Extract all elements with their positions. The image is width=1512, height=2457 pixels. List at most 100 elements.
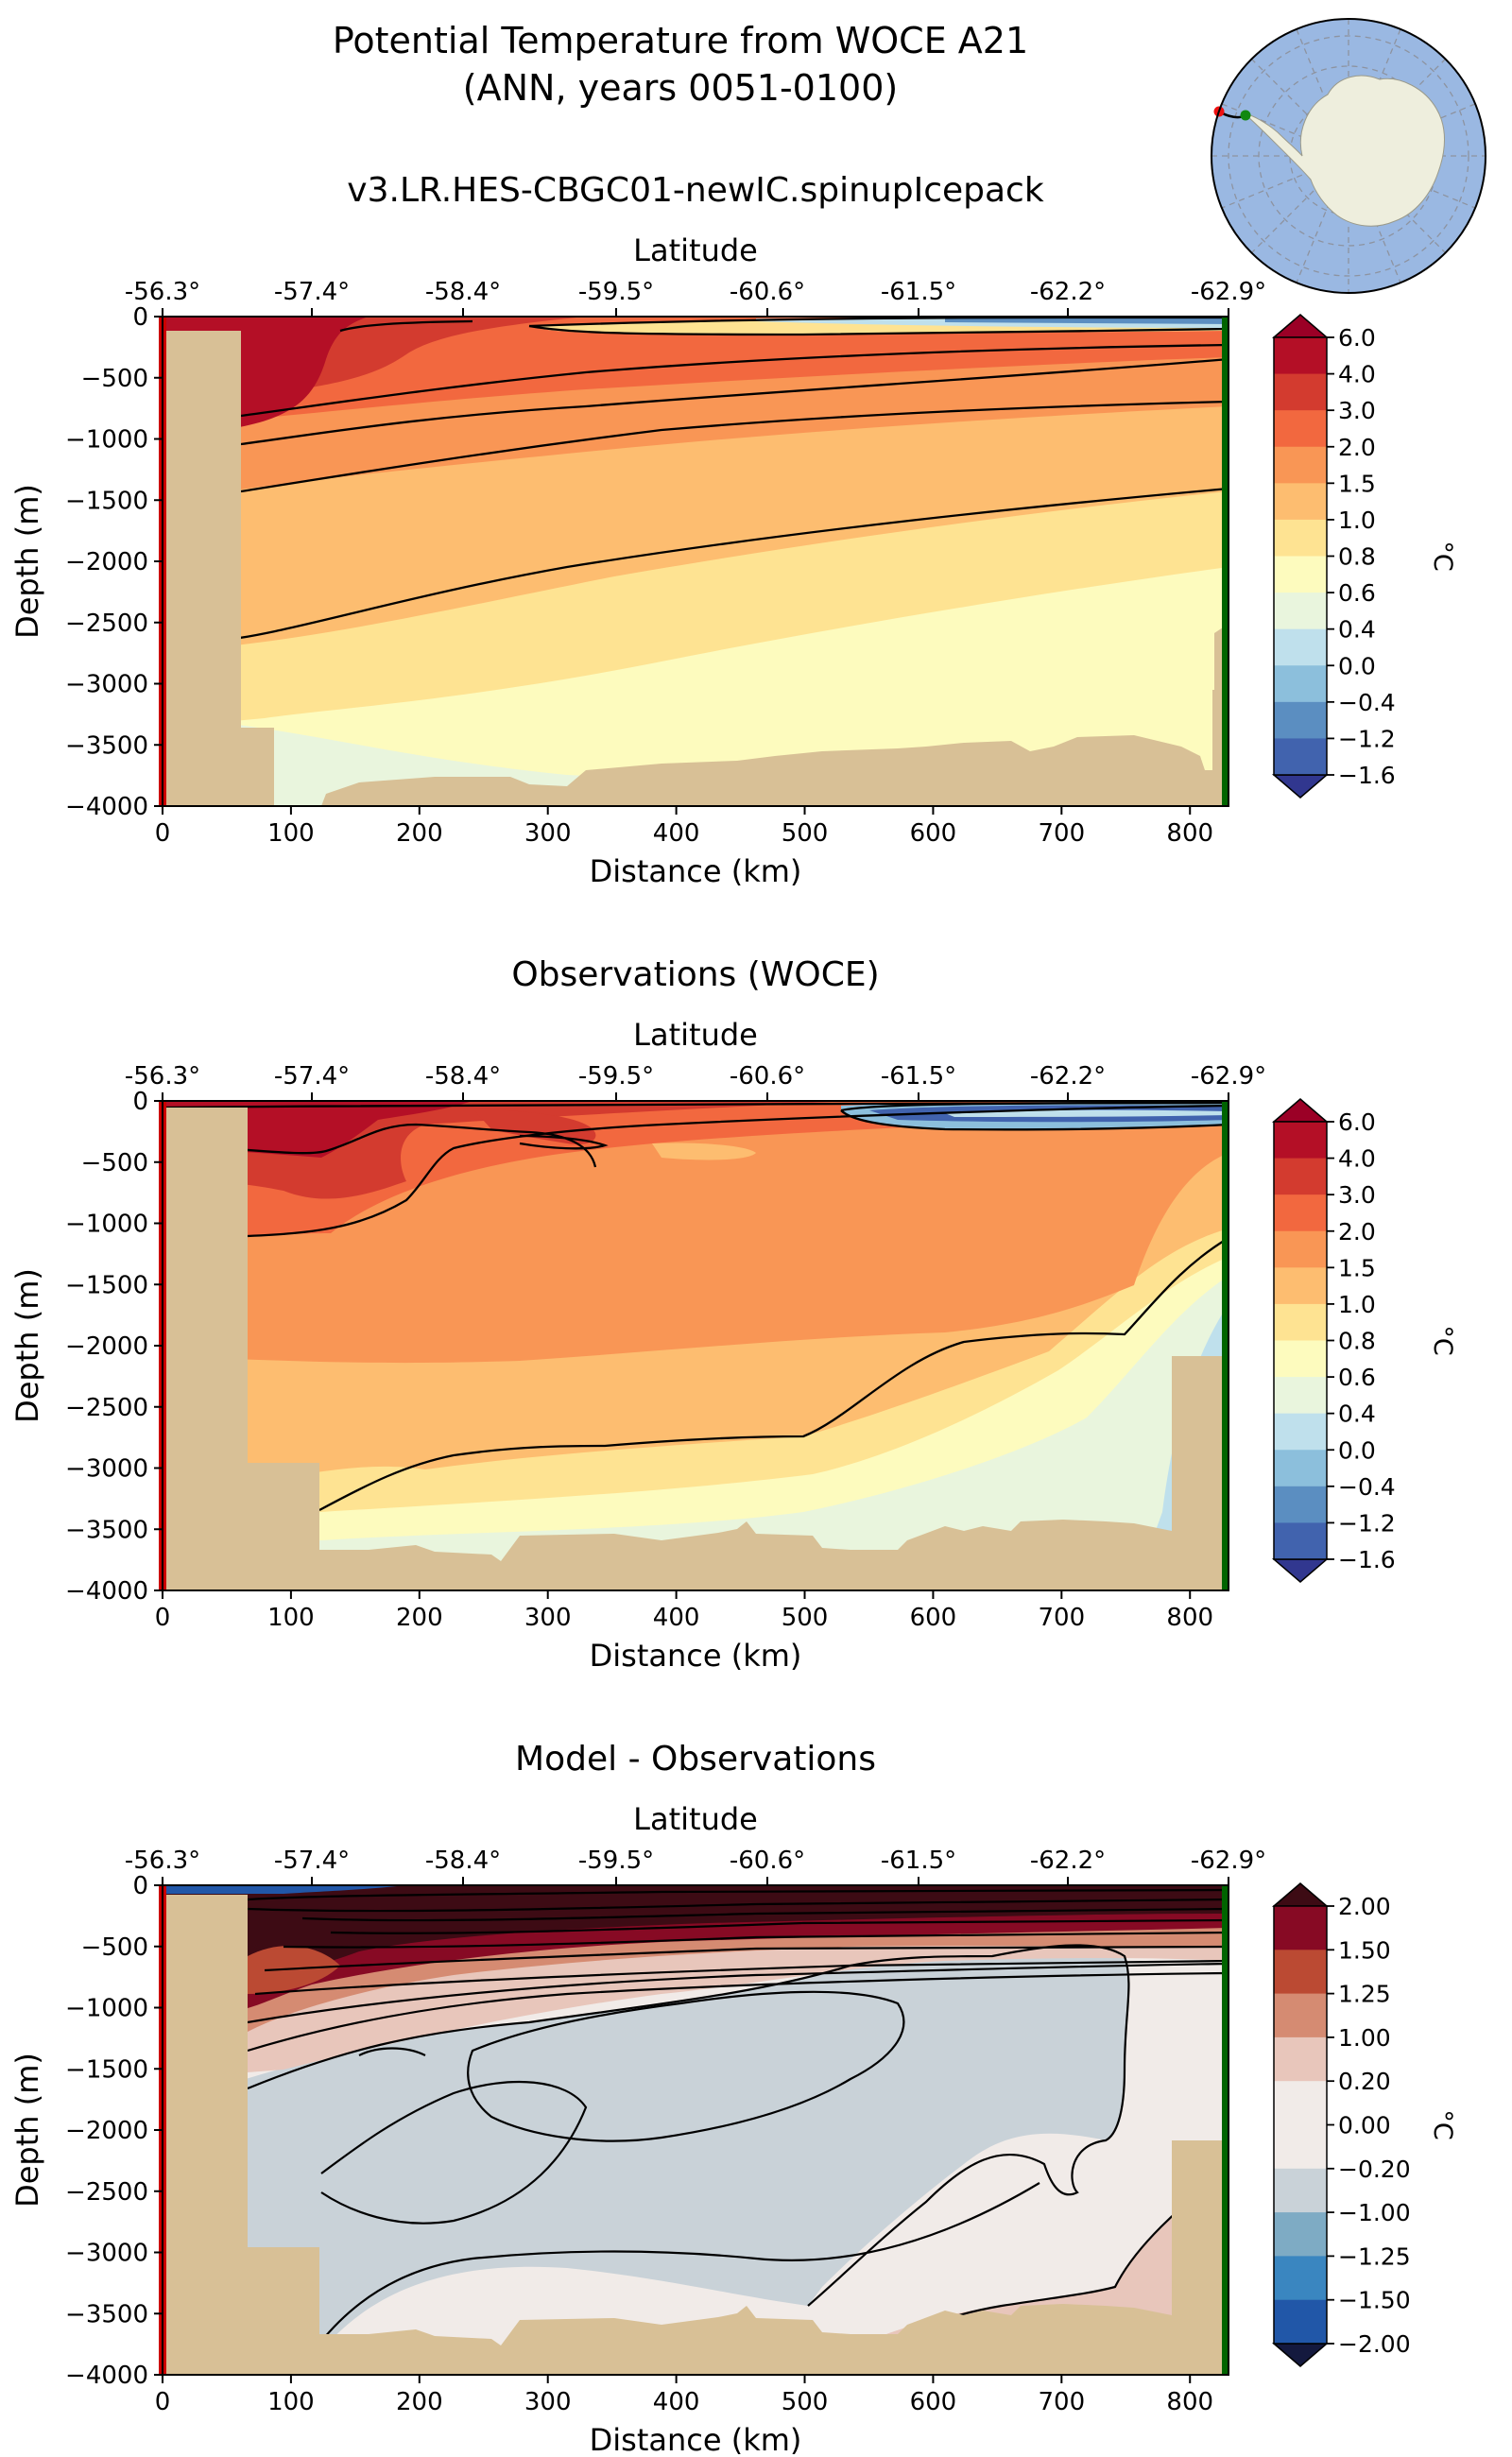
x-tick-label: 800 (1166, 819, 1213, 848)
panel-difference: Model - Observations Latitude (9, 1740, 1457, 2457)
y-axis: 0 −500 −1000 −1500 −2000 −2500 −3000 −3500 −4000 (65, 1088, 163, 1606)
colorbar-extend-max (1271, 1882, 1330, 1907)
colorbar-swatch (1274, 1340, 1327, 1378)
colorbar-swatch (1274, 1230, 1327, 1268)
colorbar-tick-label: 6.0 (1338, 324, 1376, 352)
colorbar-swatch (1274, 1267, 1327, 1305)
land-mask (163, 331, 1228, 806)
y-tick-label: −500 (81, 1149, 148, 1177)
colorbar-swatch (1274, 665, 1327, 703)
colorbar-swatch (1274, 738, 1327, 776)
colorbar-tick-label: 1.0 (1338, 1291, 1376, 1318)
map-section-end (1240, 110, 1251, 121)
x-tick-label: 300 (524, 819, 572, 848)
top-axis-label: Latitude (633, 1801, 758, 1837)
figure-title-line2: (ANN, years 0051-0100) (463, 67, 898, 109)
colorbar-label: °C (1428, 541, 1457, 571)
colorbar-swatch (1274, 556, 1327, 593)
y-tick-label: −500 (81, 1933, 148, 1962)
x-tick-label: 0 (155, 1604, 171, 1632)
colorbar-tick-label: −1.6 (1338, 1546, 1396, 1573)
y-tick-label: −2000 (65, 548, 148, 576)
latitude-tick-label: -62.2° (1030, 1062, 1106, 1091)
colorbar-tick-label: 1.5 (1338, 1254, 1376, 1281)
y-tick-label: 0 (132, 1088, 148, 1116)
land-mask (163, 1108, 1228, 1590)
y-axis: 0 −500 −1000 −1500 −2000 −2500 −3000 −3500 −4000 (65, 303, 163, 821)
colorbar-extend-max (1271, 1098, 1330, 1123)
colorbar: 6.0 4.0 3.0 2.0 1.5 1.0 0.8 0.6 0.4 0.0 −0.4 −1.2 −1… (1271, 1098, 1457, 1583)
x-axis: 0 100 200 300 400 500 600 700 800 (155, 806, 1213, 848)
latitude-axis: -56.3° -57.4° -58.4° -59.5° -60.6° -61.5° -62.… (125, 1847, 1266, 1885)
y-tick-label: −4000 (65, 793, 148, 821)
y-tick-label: −1000 (65, 1211, 148, 1239)
colorbar-swatch (1274, 446, 1327, 484)
y-tick-label: −2500 (65, 2178, 148, 2207)
x-tick-label: 800 (1166, 2388, 1213, 2416)
latitude-tick-label: -62.2° (1030, 1847, 1106, 1875)
y-axis: 0 −500 −1000 −1500 −2000 −2500 −3000 −3500 −4000 (65, 1872, 163, 2390)
latitude-tick-label: -58.4° (425, 278, 501, 306)
colorbar-swatch (1274, 1194, 1327, 1232)
x-tick-label: 500 (782, 2388, 829, 2416)
colorbar-tick-label: −0.20 (1338, 2156, 1411, 2183)
x-tick-label: 800 (1166, 1604, 1213, 1632)
panel-model: v3.LR.HES-CBGC01-newIC.spinupIcepack Lat… (9, 171, 1457, 889)
colorbar-tick-label: −1.2 (1338, 1509, 1396, 1537)
colorbar-swatch (1274, 1522, 1327, 1560)
x-tick-label: 300 (524, 2388, 572, 2416)
latitude-tick-label: -57.4° (274, 278, 350, 306)
y-tick-label: −3000 (65, 1455, 148, 1484)
colorbar-swatch (1274, 373, 1327, 411)
x-tick-label: 600 (910, 819, 957, 848)
colorbar-tick-label: 2.00 (1338, 1893, 1391, 1920)
latitude-tick-label: -58.4° (425, 1062, 501, 1091)
colorbar-tick-label: −0.4 (1338, 1473, 1396, 1501)
latitude-tick-label: -59.5° (578, 1062, 654, 1091)
y-tick-label: −3500 (65, 1516, 148, 1544)
y-tick-label: −2000 (65, 2117, 148, 2145)
y-tick-label: −1000 (65, 1995, 148, 2023)
y-tick-label: −500 (81, 365, 148, 393)
section-end-marker (1222, 1885, 1229, 2375)
colorbar-tick-label: −0.4 (1338, 689, 1396, 716)
x-tick-label: 100 (267, 1604, 315, 1632)
location-map (1211, 18, 1486, 294)
x-axis: 0 100 200 300 400 500 600 700 800 (155, 2375, 1213, 2416)
panel-title: Observations (WOCE) (511, 955, 879, 994)
colorbar-swatch (1274, 1993, 1327, 2038)
x-tick-label: 200 (396, 2388, 443, 2416)
colorbar-tick-label: 0.20 (1338, 2068, 1391, 2095)
colorbar-tick-label: 1.25 (1338, 1981, 1391, 2008)
y-tick-label: −4000 (65, 1577, 148, 1606)
colorbar-swatch (1274, 1122, 1327, 1160)
colorbar-tick-label: 0.8 (1338, 543, 1376, 571)
y-tick-label: −3000 (65, 671, 148, 699)
y-axis-label: Depth (m) (9, 484, 45, 639)
colorbar-swatch (1274, 2256, 1327, 2301)
latitude-axis: -56.3° -57.4° -58.4° -59.5° -60.6° -61.5° -62.… (125, 1062, 1266, 1101)
x-axis-label: Distance (km) (590, 2422, 802, 2457)
y-tick-label: −3500 (65, 731, 148, 760)
panel-observations: Observations (WOCE) Latitude (9, 955, 1457, 1674)
colorbar-swatch (1274, 519, 1327, 557)
colorbar-swatch (1274, 2124, 1327, 2170)
colorbar-swatch (1274, 483, 1327, 521)
colorbar-tick-label: −1.00 (1338, 2199, 1411, 2226)
x-axis: 0 100 200 300 400 500 600 700 800 (155, 1590, 1213, 1632)
latitude-tick-label: -62.9° (1191, 278, 1266, 306)
y-tick-label: −2000 (65, 1332, 148, 1361)
latitude-tick-label: -59.5° (578, 1847, 654, 1875)
colorbar-swatch (1274, 1413, 1327, 1451)
latitude-axis: -56.3° -57.4° -58.4° -59.5° -60.6° -61.5° -62.… (125, 278, 1266, 317)
y-tick-label: −1500 (65, 487, 148, 515)
section-end-marker (1222, 317, 1229, 806)
x-axis-label: Distance (km) (590, 853, 802, 889)
latitude-tick-label: -56.3° (125, 278, 200, 306)
colorbar-tick-label: 1.5 (1338, 470, 1376, 497)
latitude-tick-label: -57.4° (274, 1847, 350, 1875)
contour-fill (163, 317, 1228, 806)
colorbar-tick-label: 4.0 (1338, 361, 1376, 388)
colorbar-extend-min (1271, 774, 1330, 799)
panel-title: Model - Observations (515, 1740, 876, 1778)
